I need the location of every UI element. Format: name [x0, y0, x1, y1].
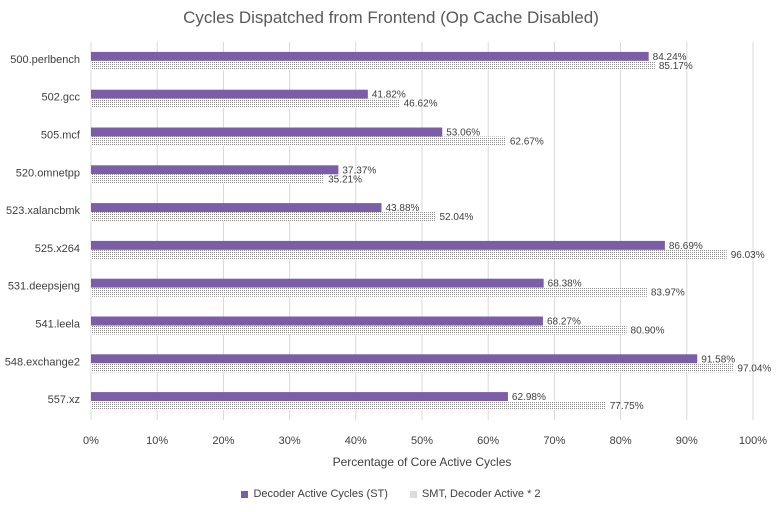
x-tick-label: 80% [610, 435, 632, 447]
legend-swatch-solid [241, 490, 249, 498]
data-label: 97.04% [737, 363, 771, 374]
y-tick-label: 505.mcf [41, 130, 81, 142]
x-tick-label: 100% [739, 435, 767, 447]
bar-smt [91, 174, 325, 184]
data-label: 46.62% [404, 99, 438, 110]
bar-st [91, 51, 649, 61]
y-tick-label: 520.omnetpp [16, 167, 80, 179]
bar-st [91, 240, 665, 250]
data-label: 91.58% [701, 354, 735, 365]
data-label: 62.67% [510, 137, 544, 148]
y-tick-label: 500.perlbench [10, 54, 80, 66]
y-tick-label: 525.x264 [35, 243, 80, 255]
data-label: 96.03% [731, 250, 765, 261]
x-tick-label: 90% [676, 435, 698, 447]
x-tick-label: 40% [345, 435, 367, 447]
x-tick-label: 70% [543, 435, 565, 447]
bar-st [91, 316, 543, 326]
x-tick-label: 50% [411, 435, 433, 447]
data-label: 52.04% [440, 212, 474, 223]
y-tick-label: 548.exchange2 [5, 356, 80, 368]
bar-smt [91, 401, 606, 411]
bar-st [91, 165, 339, 175]
x-tick-label: 10% [146, 435, 168, 447]
data-label: 68.27% [547, 317, 581, 328]
data-label: 85.17% [659, 61, 693, 72]
legend-label-st: Decoder Active Cycles (ST) [253, 488, 388, 500]
legend-item-smt: SMT, Decoder Active * 2 [409, 488, 541, 500]
y-tick-label: 523.xalancbmk [6, 205, 80, 217]
bar-smt [91, 212, 436, 222]
x-tick-label: 0% [83, 435, 99, 447]
y-tick-label: 531.deepsjeng [8, 281, 80, 293]
data-label: 41.82% [372, 90, 406, 101]
x-tick-label: 30% [279, 435, 301, 447]
bar-st [91, 127, 443, 137]
legend-item-st: Decoder Active Cycles (ST) [241, 488, 388, 500]
bar-st [91, 203, 382, 213]
data-label: 83.97% [651, 288, 685, 299]
y-tick-label: 557.xz [48, 394, 80, 406]
data-label: 53.06% [446, 128, 480, 139]
x-tick-label: 20% [212, 435, 234, 447]
legend-swatch-dotted [409, 490, 417, 498]
x-axis-label: Percentage of Core Active Cycles [332, 455, 512, 469]
bar-st [91, 354, 698, 364]
bar-smt [91, 136, 506, 146]
data-label: 43.88% [385, 203, 419, 214]
bar-st [91, 89, 368, 99]
bar-smt [91, 325, 627, 335]
bar-smt [91, 98, 400, 108]
data-label: 86.69% [669, 241, 703, 252]
data-label: 84.24% [653, 52, 687, 63]
bar-smt [91, 249, 727, 259]
bar-st [91, 392, 508, 402]
data-label: 80.90% [631, 326, 665, 337]
bar-smt [91, 60, 655, 70]
legend: Decoder Active Cycles (ST) SMT, Decoder … [0, 488, 782, 500]
data-label: 77.75% [610, 401, 644, 412]
x-tick-label: 60% [477, 435, 499, 447]
legend-label-smt: SMT, Decoder Active * 2 [421, 488, 541, 500]
y-tick-label: 541.leela [35, 319, 81, 331]
y-tick-label: 502.gcc [41, 92, 80, 104]
bar-smt [91, 363, 734, 373]
data-label: 35.21% [328, 174, 362, 185]
data-label: 68.38% [548, 279, 582, 290]
chart-title: Cycles Dispatched from Frontend (Op Cach… [183, 8, 599, 27]
data-label: 37.37% [342, 165, 376, 176]
bar-st [91, 278, 544, 288]
bar-smt [91, 287, 647, 297]
data-label: 62.98% [512, 392, 546, 403]
